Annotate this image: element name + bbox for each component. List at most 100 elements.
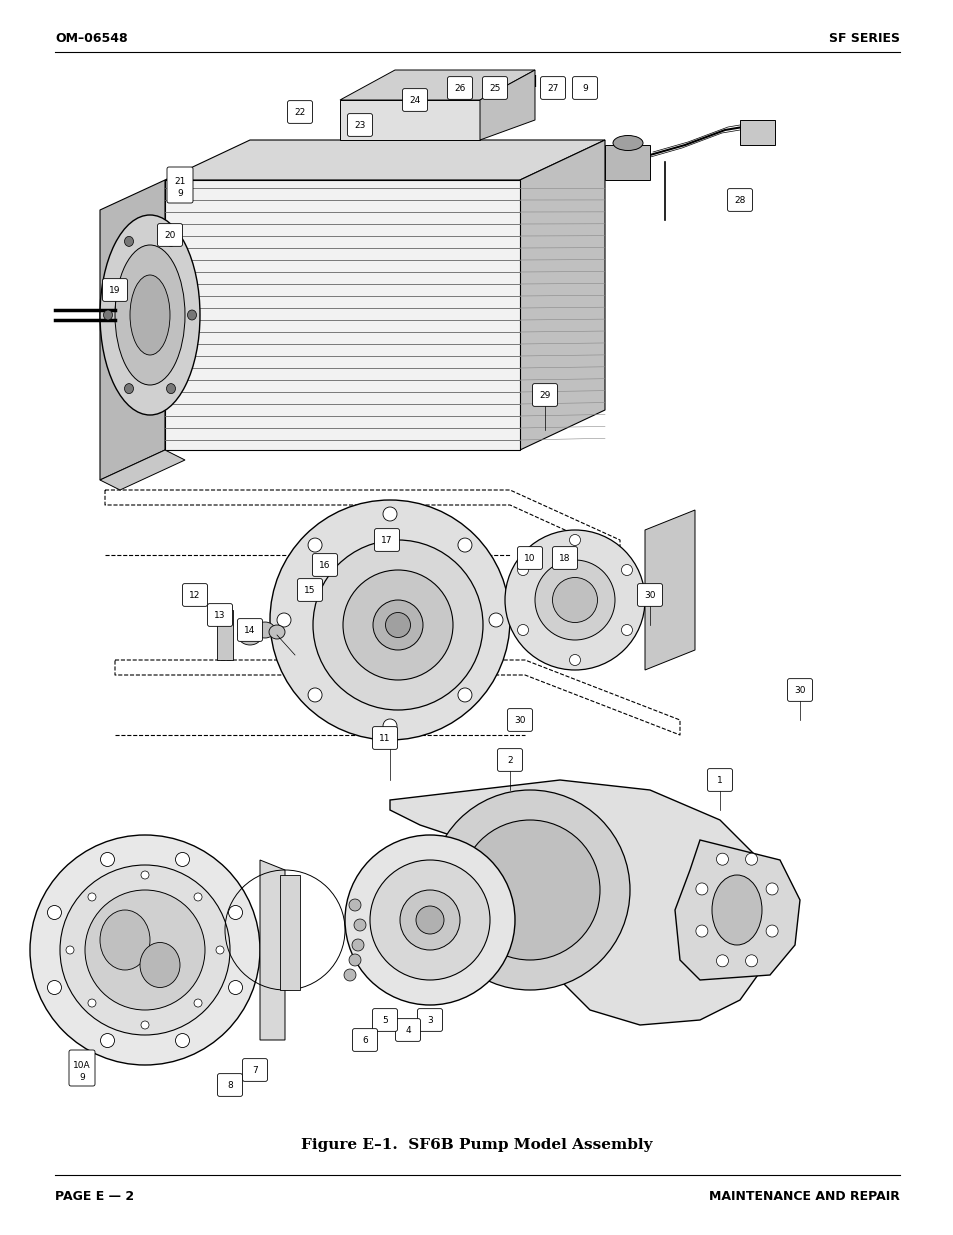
Polygon shape (479, 70, 535, 140)
Ellipse shape (457, 538, 472, 552)
Ellipse shape (237, 625, 262, 645)
Polygon shape (165, 140, 604, 180)
Ellipse shape (744, 955, 757, 967)
FancyBboxPatch shape (552, 547, 577, 569)
FancyBboxPatch shape (517, 547, 542, 569)
Text: 9: 9 (79, 1072, 85, 1082)
Ellipse shape (193, 893, 202, 902)
Ellipse shape (744, 853, 757, 866)
Text: 15: 15 (304, 587, 315, 595)
Ellipse shape (716, 955, 728, 967)
Ellipse shape (141, 1021, 149, 1029)
Text: 19: 19 (110, 287, 121, 295)
FancyBboxPatch shape (417, 1009, 442, 1031)
Ellipse shape (517, 564, 528, 576)
Ellipse shape (66, 946, 74, 953)
Text: 12: 12 (189, 592, 200, 600)
Ellipse shape (100, 852, 114, 867)
Text: 10A: 10A (73, 1061, 91, 1070)
Ellipse shape (175, 852, 190, 867)
Polygon shape (644, 510, 695, 671)
FancyBboxPatch shape (482, 77, 507, 99)
Ellipse shape (254, 622, 274, 638)
Polygon shape (280, 876, 299, 990)
Ellipse shape (270, 500, 510, 740)
Text: 30: 30 (643, 592, 655, 600)
Text: 2: 2 (507, 756, 513, 764)
FancyBboxPatch shape (208, 604, 233, 626)
Text: 13: 13 (214, 611, 226, 620)
Text: OM–06548: OM–06548 (55, 32, 128, 44)
Polygon shape (339, 100, 479, 140)
Ellipse shape (569, 535, 579, 546)
Ellipse shape (313, 540, 482, 710)
FancyBboxPatch shape (373, 726, 397, 750)
Ellipse shape (344, 969, 355, 981)
Polygon shape (390, 781, 774, 1025)
Ellipse shape (399, 890, 459, 950)
Ellipse shape (354, 919, 366, 931)
Text: 22: 22 (294, 107, 305, 117)
Text: 14: 14 (244, 626, 255, 635)
Text: 6: 6 (362, 1036, 368, 1045)
Text: 25: 25 (489, 84, 500, 93)
Ellipse shape (60, 864, 230, 1035)
Ellipse shape (716, 853, 728, 866)
Ellipse shape (457, 688, 472, 701)
Text: ILLUSTRATION: ILLUSTRATION (416, 75, 537, 90)
FancyBboxPatch shape (297, 579, 322, 601)
Ellipse shape (352, 939, 364, 951)
Ellipse shape (349, 953, 360, 966)
Ellipse shape (167, 236, 175, 247)
Ellipse shape (125, 384, 133, 394)
FancyBboxPatch shape (540, 77, 565, 99)
Ellipse shape (140, 942, 180, 988)
FancyBboxPatch shape (69, 1050, 95, 1086)
Ellipse shape (188, 310, 196, 320)
Ellipse shape (569, 655, 579, 666)
Text: 5: 5 (382, 1016, 388, 1025)
FancyBboxPatch shape (373, 1009, 397, 1031)
Ellipse shape (765, 883, 778, 895)
Text: MAINTENANCE AND REPAIR: MAINTENANCE AND REPAIR (708, 1191, 899, 1203)
FancyBboxPatch shape (242, 1058, 267, 1082)
Polygon shape (519, 140, 604, 450)
FancyBboxPatch shape (182, 584, 207, 606)
FancyBboxPatch shape (237, 619, 262, 641)
Text: 18: 18 (558, 555, 570, 563)
Ellipse shape (100, 1034, 114, 1047)
Ellipse shape (85, 890, 205, 1010)
Ellipse shape (345, 835, 515, 1005)
Text: 20: 20 (164, 231, 175, 240)
Text: SF SERIES: SF SERIES (828, 32, 899, 44)
Ellipse shape (765, 925, 778, 937)
FancyBboxPatch shape (157, 224, 182, 246)
Ellipse shape (276, 613, 291, 627)
Ellipse shape (215, 946, 224, 953)
Ellipse shape (343, 571, 453, 680)
Text: 3: 3 (427, 1016, 433, 1025)
Ellipse shape (382, 719, 396, 734)
Text: 21: 21 (174, 178, 186, 186)
FancyBboxPatch shape (353, 1029, 377, 1051)
FancyBboxPatch shape (375, 529, 399, 551)
Ellipse shape (48, 981, 61, 994)
Text: 9: 9 (177, 189, 183, 199)
FancyBboxPatch shape (287, 100, 313, 124)
Ellipse shape (48, 905, 61, 920)
Polygon shape (604, 144, 649, 180)
Polygon shape (165, 180, 519, 450)
Ellipse shape (125, 236, 133, 247)
Polygon shape (100, 450, 185, 490)
FancyBboxPatch shape (347, 114, 372, 136)
Text: 29: 29 (538, 391, 550, 400)
Ellipse shape (193, 999, 202, 1007)
Ellipse shape (459, 820, 599, 960)
Text: 17: 17 (381, 536, 393, 545)
FancyBboxPatch shape (532, 384, 557, 406)
Ellipse shape (373, 600, 422, 650)
Text: 30: 30 (514, 716, 525, 725)
Text: 1: 1 (717, 776, 722, 785)
FancyBboxPatch shape (447, 77, 472, 99)
Ellipse shape (535, 559, 615, 640)
